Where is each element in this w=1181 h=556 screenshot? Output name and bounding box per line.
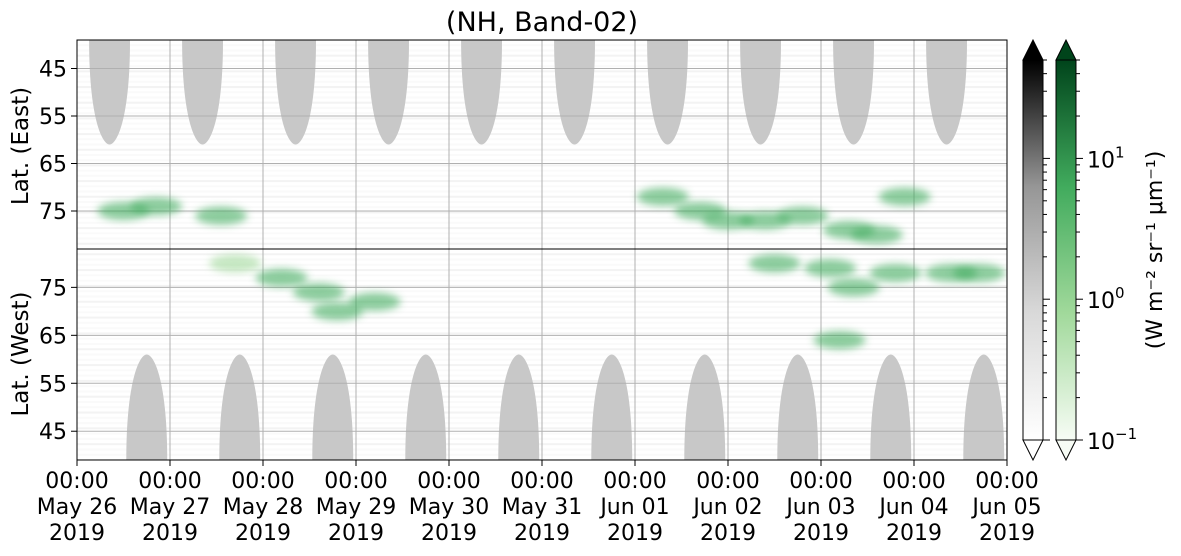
x-tick-label: May 26 [37,495,117,520]
west-daylight-mask [219,354,261,460]
east-daylight-mask [89,40,131,145]
x-tick-label: Jun 04 [877,495,948,520]
green-feature [850,225,903,244]
east-ylabel: Lat. (East) [8,87,34,205]
east-daylight-mask [182,40,224,145]
colorbar-tick-label: 10−1 [1087,425,1137,455]
green-layer [97,187,1006,350]
x-tick-label: 2019 [514,521,570,546]
x-tick-label: 00:00 [510,469,573,494]
x-tick-label: 00:00 [324,469,387,494]
green-feature [804,259,857,278]
green-feature [292,283,345,302]
east-daylight-mask [554,40,596,145]
west-daylight-mask [591,354,633,460]
green-feature [813,331,866,350]
west-daylight-mask [498,354,540,460]
y-tick-label: 45 [39,420,67,445]
green-feature [953,263,1006,282]
x-tick-label: 2019 [49,521,105,546]
x-tick-label: 00:00 [789,469,852,494]
x-tick-label: 00:00 [231,469,294,494]
green-feature [869,263,922,282]
x-tick-label: 2019 [793,521,849,546]
colorbar-tick-label: 100 [1087,284,1125,314]
green-feature [130,197,183,216]
y-tick-label: 55 [39,372,67,397]
green-feature [702,211,754,230]
green-feature [255,268,308,287]
east-daylight-mask [647,40,689,145]
east-daylight-mask [740,40,782,145]
west-daylight-mask [777,354,819,460]
x-tick-label: 00:00 [975,469,1038,494]
green-colorbar [1055,59,1077,441]
y-tick-label: 65 [39,153,67,178]
green-feature [776,206,829,225]
green-feature [348,292,401,311]
west-daylight-mask [405,354,447,460]
green-feature [209,254,262,273]
x-tick-label: 2019 [886,521,942,546]
x-tick-label: May 27 [130,495,210,520]
west-daylight-mask [963,354,1005,460]
green-feature [827,278,880,297]
y-tick-label: 75 [39,276,67,301]
x-tick-label: May 31 [502,495,582,520]
x-tick-label: May 29 [316,495,396,520]
green-feature [311,302,364,321]
x-tick-label: 00:00 [138,469,201,494]
west-daylight-mask [870,354,912,460]
x-tick-label: 2019 [607,521,663,546]
x-tick-label: 2019 [235,521,291,546]
east-daylight-mask [833,40,875,145]
gray-colorbar [1022,59,1044,441]
chart-title: (NH, Band-02) [446,7,638,38]
green-colorbar-bottom-extend [1055,439,1077,462]
gray-colorbar-bottom-extend [1022,439,1044,462]
x-tick-label: May 28 [223,495,303,520]
y-tick-label: 65 [39,324,67,349]
x-tick-label: Jun 02 [691,495,762,520]
west-daylight-mask [126,354,168,460]
x-tick-label: 00:00 [417,469,480,494]
east-daylight-mask [926,40,968,145]
x-tick-label: 2019 [421,521,477,546]
green-colorbar-top-extend [1055,38,1077,61]
gray-colorbar-top-extend [1022,38,1044,61]
x-tick-label: 00:00 [603,469,666,494]
colorbar-tick-label: 101 [1087,143,1125,173]
east-daylight-mask [368,40,410,145]
x-tick-label: Jun 01 [598,495,669,520]
x-tick-label: 00:00 [45,469,108,494]
x-tick-label: 2019 [979,521,1035,546]
y-tick-label: 75 [39,200,67,225]
colorbars: 101 100 10−1 [1022,38,1137,462]
x-tick-label: 00:00 [882,469,945,494]
west-daylight-mask [312,354,354,460]
green-feature [878,187,931,206]
x-tick-label: 00:00 [696,469,759,494]
x-tick-label: 2019 [142,521,198,546]
x-tick-label: 2019 [700,521,756,546]
y-tick-label: 55 [39,105,67,130]
green-feature [748,254,801,273]
yticks-west: 75 65 55 45 [39,276,77,445]
x-tick-label: Jun 03 [784,495,855,520]
west-ylabel: Lat. (West) [8,291,34,416]
colorbar-label: (W m⁻² sr⁻¹ μm⁻¹) [1143,151,1168,350]
y-tick-label: 45 [39,58,67,83]
east-daylight-mask [275,40,317,145]
west-daylight-mask [684,354,726,460]
green-feature [636,187,689,206]
x-tick-label: May 30 [409,495,489,520]
yticks-east: 45 55 65 75 [39,58,77,225]
x-tick-label: 2019 [328,521,384,546]
x-tick-label: Jun 05 [970,495,1041,520]
green-feature [195,206,248,225]
east-daylight-mask [461,40,503,145]
